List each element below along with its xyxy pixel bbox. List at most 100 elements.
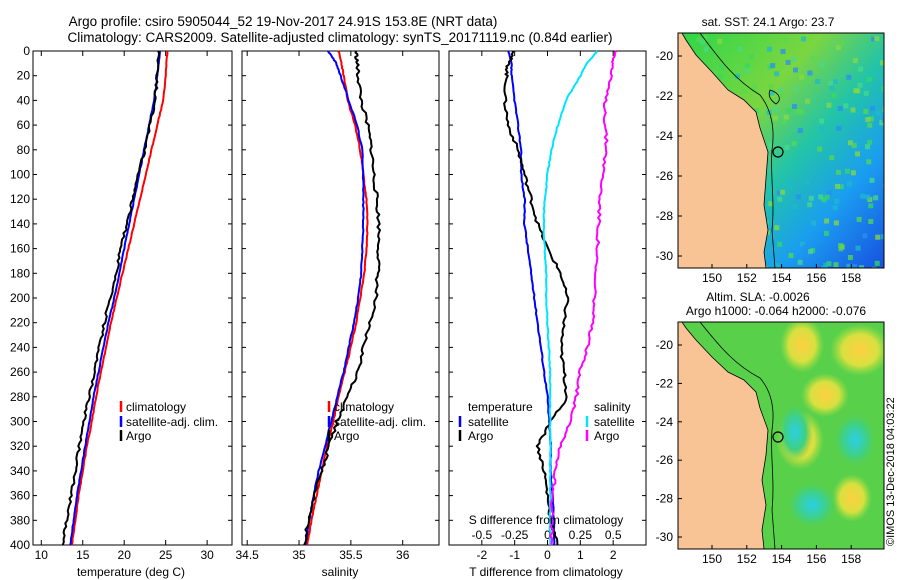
sst-pixel (696, 36, 702, 42)
sla-high-2 (830, 324, 884, 376)
sst-pixel (767, 145, 773, 151)
sst-pixel (881, 86, 884, 92)
series-line-satellite-adj-clim- (304, 50, 365, 546)
legend-label-s-satellite: satellite (594, 415, 635, 429)
sst-pixel (805, 252, 811, 258)
sst-depth-contour (699, 33, 776, 268)
sst-pixel (792, 104, 797, 109)
depth-tick-label: 240 (10, 340, 30, 354)
series-line-s-argo (549, 50, 618, 546)
sst-pixel (788, 253, 794, 258)
sst-pixel (777, 196, 783, 202)
map-lon-label: 150 (702, 552, 722, 566)
sst-pixel (827, 80, 833, 86)
map-lat-label: -28 (656, 492, 674, 506)
sst-pixel (855, 245, 861, 251)
sst-pixel (773, 106, 779, 112)
sst-pixel (846, 263, 852, 268)
depth-tick-label: 160 (10, 242, 30, 256)
sst-pixel (866, 77, 872, 82)
sst-pixel (802, 77, 808, 83)
sst-pixel (717, 38, 723, 44)
sst-pixel (774, 225, 780, 231)
sst-pixel (808, 249, 813, 254)
sst-pixel (866, 159, 872, 165)
sst-pixel (795, 108, 801, 114)
depth-tick-label: 40 (17, 93, 31, 107)
temperature-x-axis: 10 15 20 25 30 (35, 51, 214, 562)
sst-pixel (880, 60, 884, 66)
sst-pixel (874, 260, 880, 266)
legend-label-s-argo: Argo (594, 429, 620, 443)
sst-pixel (719, 64, 725, 70)
depth-tick-label: 400 (10, 538, 30, 552)
sst-pixel (874, 36, 880, 42)
sst-pixel (871, 266, 877, 268)
sst-pixel (811, 220, 816, 226)
sst-map-title: sat. SST: 24.1 Argo: 23.7 (702, 15, 835, 29)
sst-pixel (791, 56, 797, 62)
map-lat-label: -30 (656, 530, 674, 544)
difference-tick-label: -1 (509, 548, 520, 562)
temperature-legend: climatology satellite-adj. clim. Argo (119, 400, 218, 443)
map-lon-label: 152 (737, 271, 757, 285)
sst-argo-location (772, 146, 784, 158)
sst-pixel (766, 46, 772, 52)
sst-pixel (858, 66, 863, 72)
sst-pixel (799, 74, 805, 80)
sst-pixel (838, 246, 844, 252)
sst-pixel (836, 45, 841, 50)
sst-pixel (767, 64, 773, 70)
salinity-x-axis: 34.5 35 35.5 36 (236, 51, 410, 562)
salinity-legend: climatology satellite-adj. clim. Argo (327, 400, 426, 443)
map-lat-label: -20 (656, 49, 674, 63)
sst-pixel (819, 126, 825, 132)
sst-pixel (855, 151, 860, 157)
sst-pixel (795, 194, 801, 200)
sst-reef-contour (768, 89, 780, 105)
temperature-tick-label: 20 (118, 548, 132, 562)
title-line-1: Argo profile: csiro 5905044_52 19-Nov-20… (69, 14, 498, 29)
sst-pixel (838, 184, 844, 190)
depth-tick-label: 100 (10, 168, 30, 182)
sla-high-1 (780, 322, 824, 373)
sst-pixel (824, 218, 830, 224)
sst-pixel (818, 194, 824, 200)
depth-tick-label: 380 (10, 513, 30, 527)
sst-pixel (881, 118, 884, 123)
sla-argo-location (772, 431, 784, 443)
sst-pixel (826, 102, 832, 108)
sst-pixel (791, 141, 797, 147)
sst-pixel (777, 241, 783, 247)
sst-pixel (781, 119, 787, 125)
s-difference-tick-label: 0 (544, 528, 551, 542)
sst-pixel (768, 84, 774, 90)
sst-pixel (774, 71, 780, 77)
sst-pixel (829, 155, 835, 161)
sla-map-title-2: Argo h1000: -0.064 h2000: -0.076 (686, 304, 866, 318)
sst-pixel (826, 261, 832, 267)
sst-pixel (735, 64, 741, 70)
sst-pixel (836, 125, 842, 131)
difference-secondary-xlabel: S difference from climatology (469, 513, 624, 527)
sst-pixel (832, 205, 838, 211)
sst-pixel (867, 122, 873, 128)
sst-pixel (801, 36, 806, 42)
temperature-xlabel: temperature (deg C) (77, 565, 185, 579)
s-difference-tick-label: 0.5 (605, 528, 622, 542)
difference-xlabel: T difference from climatology (469, 565, 623, 579)
sst-pixel (802, 244, 808, 250)
sst-pixel (821, 197, 827, 203)
salinity-tick-label: 35 (292, 548, 306, 562)
map-lon-label: 150 (702, 271, 722, 285)
legend-label-argo: Argo (334, 429, 360, 443)
legend-label-argo: Argo (126, 429, 152, 443)
map-lat-label: -28 (656, 209, 674, 223)
map-lat-label: -22 (656, 89, 674, 103)
sst-pixel (844, 168, 850, 174)
sst-pixel (829, 85, 835, 91)
sst-pixel (750, 87, 756, 93)
sst-pixel (713, 70, 718, 76)
sst-pixel (783, 37, 789, 43)
